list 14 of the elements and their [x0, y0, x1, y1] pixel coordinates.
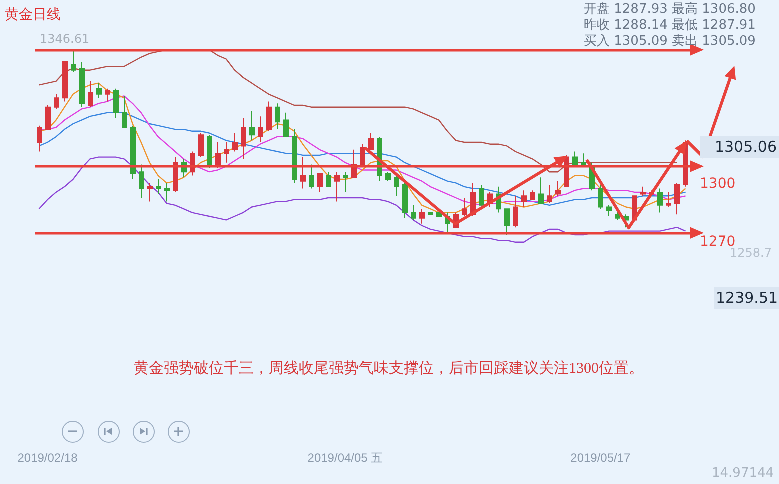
x-tick-label: 2019/05/17 — [570, 451, 632, 465]
text: 1239.51 — [714, 287, 779, 309]
text: 买入 1305.09 卖出 1305.09 — [584, 33, 756, 50]
x-tick-label: 2019/04/05 五 — [308, 451, 384, 465]
text: 14.97144 — [712, 466, 774, 481]
x-tick-label: 2019/02/18 — [18, 451, 78, 465]
text: 1346.61 — [40, 32, 90, 46]
text: 昨收 1288.14 最低 1287.91 — [584, 17, 756, 34]
chart-title: 黄金日线 — [5, 6, 61, 22]
text: 1270 — [700, 234, 736, 250]
text: 1305.06 — [700, 136, 779, 158]
text: 黄金强势破位千三，周线收尾强势气味支撑位，后市回踩建议关注1300位置。 — [134, 359, 644, 378]
text: 1300 — [700, 176, 736, 192]
text: 开盘 1287.93 最高 1306.80 — [584, 1, 756, 18]
